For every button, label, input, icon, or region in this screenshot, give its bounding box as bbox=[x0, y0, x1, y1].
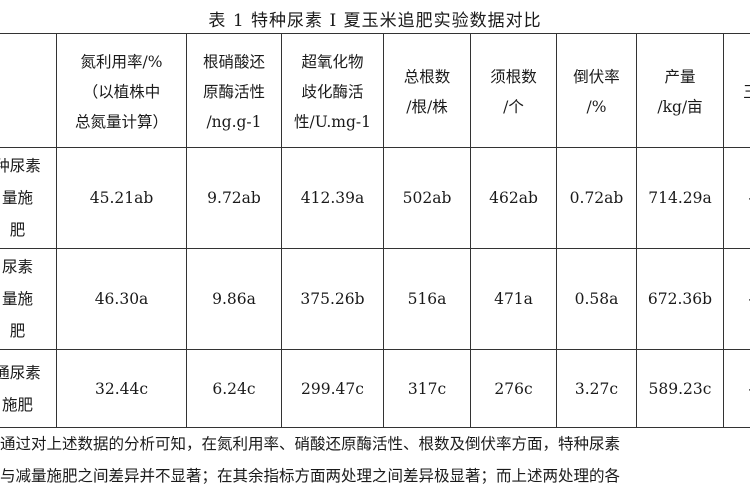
header-cell: 产量 /kg/亩 bbox=[636, 33, 724, 148]
table-cell: 462ab bbox=[470, 147, 557, 249]
table-cell: 672.36b bbox=[636, 248, 724, 350]
table-cell: - bbox=[723, 147, 750, 249]
table-cell: 714.29a bbox=[636, 147, 724, 249]
row-label: 种尿素 量施 肥 bbox=[0, 147, 57, 249]
table-cell: 0.58a bbox=[556, 248, 637, 350]
header-cell: 根硝酸还 原酶活性 /ng.g-1 bbox=[186, 33, 282, 148]
table-cell: 589.23c bbox=[636, 349, 724, 428]
header-cell: 氮利用率/% （以植株中 总氮量计算） bbox=[56, 33, 187, 148]
header-cell bbox=[0, 33, 57, 148]
table-header-row: 氮利用率/% （以植株中 总氮量计算） 根硝酸还 原酶活性 /ng.g-1 超氧… bbox=[0, 33, 750, 148]
table-row: 通尿素 施肥 32.44c 6.24c 299.47c 317c 276c 3.… bbox=[0, 349, 750, 428]
table-cell: 6.24c bbox=[186, 349, 282, 428]
table-caption: 表 1 特种尿素 I 夏玉米追肥实验数据对比 bbox=[208, 11, 542, 31]
row-label: 尿素 量施 肥 bbox=[0, 248, 57, 350]
table-cell: 3.27c bbox=[556, 349, 637, 428]
header-cell: 倒伏率 /% bbox=[556, 33, 637, 148]
table-cell: 9.86a bbox=[186, 248, 282, 350]
table-row: 尿素 量施 肥 46.30a 9.86a 375.26b 516a 471a 0… bbox=[0, 248, 750, 350]
header-cell: 须根数 /个 bbox=[470, 33, 557, 148]
paragraph-line: 通过对上述数据的分析可知，在氮利用率、硝酸还原酶活性、根数及倒伏率方面，特种尿素 bbox=[0, 435, 621, 453]
table-cell: 299.47c bbox=[281, 349, 384, 428]
table-cell: - bbox=[723, 349, 750, 428]
data-table: 氮利用率/% （以植株中 总氮量计算） 根硝酸还 原酶活性 /ng.g-1 超氧… bbox=[0, 33, 750, 428]
body-paragraph: 通过对上述数据的分析可知，在氮利用率、硝酸还原酶活性、根数及倒伏率方面，特种尿素… bbox=[0, 428, 750, 492]
table-cell: 9.72ab bbox=[186, 147, 282, 249]
table-cell: 0.72ab bbox=[556, 147, 637, 249]
table-cell: - bbox=[723, 248, 750, 350]
table-cell: 46.30a bbox=[56, 248, 187, 350]
header-cell: 总根数 /根/株 bbox=[383, 33, 471, 148]
table-cell: 317c bbox=[383, 349, 471, 428]
table-cell: 412.39a bbox=[281, 147, 384, 249]
table-cell: 471a bbox=[470, 248, 557, 350]
table-cell: 276c bbox=[470, 349, 557, 428]
header-cell: 超氧化物 歧化酶活 性/U.mg-1 bbox=[281, 33, 384, 148]
table-row: 种尿素 量施 肥 45.21ab 9.72ab 412.39a 502ab 46… bbox=[0, 147, 750, 249]
table-cell: 45.21ab bbox=[56, 147, 187, 249]
paragraph-line: 与减量施肥之间差异并不显著；在其余指标方面两处理之间差异极显著；而上述两处理的各 bbox=[0, 467, 621, 485]
table-cell: 502ab bbox=[383, 147, 471, 249]
row-label: 通尿素 施肥 bbox=[0, 349, 57, 428]
table-cell: 516a bbox=[383, 248, 471, 350]
header-cell: 王 bbox=[723, 33, 750, 148]
table-cell: 32.44c bbox=[56, 349, 187, 428]
data-table-container: 氮利用率/% （以植株中 总氮量计算） 根硝酸还 原酶活性 /ng.g-1 超氧… bbox=[0, 33, 750, 428]
table-cell: 375.26b bbox=[281, 248, 384, 350]
